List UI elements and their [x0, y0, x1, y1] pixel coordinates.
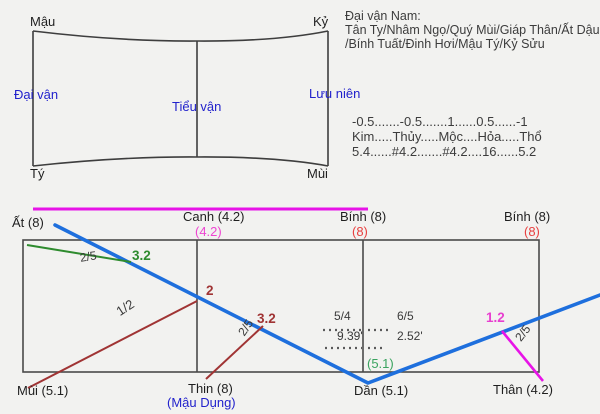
- header-line-1: Tân Ty/Nhâm Ngọ/Quý Mùi/Giáp Thân/Ất Dậu: [345, 23, 600, 37]
- grid-note-dan-value: (5.1): [367, 356, 394, 371]
- grid-note-mau-dung: (Mậu Dụng): [167, 395, 236, 410]
- element-scores-row: 5.4......#4.2.......#4.2....16......5.2: [352, 144, 537, 159]
- element-values-row: -0.5.......-0.5.......1......0.5......-1: [352, 114, 528, 129]
- dai-van-box: [32, 30, 329, 167]
- grid-sub-label-binh-1: (8): [352, 224, 368, 239]
- box-bottom-edge: [32, 156, 329, 167]
- label-dai-van: Đại vận: [14, 87, 59, 102]
- red-line-mui: [27, 300, 198, 389]
- element-names-row: Kim.....Thủy.....Mộc....Hỏa.....Thổ: [352, 129, 542, 144]
- blue-trend-line: [53, 223, 600, 385]
- header-line-2: /Bính Tuất/Đinh Hơi/Mậu Tý/Kỷ Sửu: [345, 37, 545, 51]
- grid-bottom-label-dan: Dần (5.1): [354, 383, 409, 398]
- red-line-thin: [205, 325, 264, 380]
- pink-line-value: 1.2: [486, 310, 505, 325]
- header-title: Đại vận Nam:: [345, 9, 421, 23]
- grid-bottom-label-than: Thân (4.2): [493, 382, 553, 397]
- time-label-1: 9.39': [337, 329, 363, 343]
- green-line: [26, 244, 132, 263]
- grid-sub-label-binh-2: (8): [524, 224, 540, 239]
- green-line-value: 3.2: [132, 248, 151, 263]
- corner-label-mau: Mậu: [30, 14, 56, 29]
- green-line-ratio: 2/5: [78, 248, 98, 265]
- grid-top-label-at: Ất (8): [12, 215, 44, 230]
- red-line-1-value: 2: [206, 283, 214, 298]
- label-luu-nien: Lưu niên: [309, 86, 361, 101]
- grid-frame: [22, 239, 540, 373]
- corner-label-mui: Mùi: [307, 166, 328, 181]
- fraction-label-2: 6/5: [397, 309, 414, 323]
- label-tieu-van: Tiểu vận: [172, 99, 222, 114]
- box-top-edge: [32, 30, 329, 42]
- fraction-label-1: 5/4: [334, 309, 351, 323]
- corner-label-ty: Tý: [30, 166, 45, 181]
- grid-bottom-label-mui: Mùi (5.1): [17, 383, 69, 398]
- dotted-separators: [323, 328, 392, 350]
- red-line-2-value: 3.2: [257, 311, 276, 326]
- grid-sub-label-canh: (4.2): [195, 224, 222, 239]
- magenta-than-line: [500, 330, 545, 382]
- grid-bottom-label-thin: Thin (8): [188, 381, 233, 396]
- grid-top-label-binh-2: Bính (8): [504, 209, 551, 224]
- time-label-2: 2.52': [397, 329, 423, 343]
- chart-grid: [22, 239, 540, 373]
- grid-top-label-binh-1: Bính (8): [340, 209, 387, 224]
- grid-top-label-canh: Canh (4.2): [183, 209, 245, 224]
- corner-label-ky: Kỷ: [313, 14, 329, 29]
